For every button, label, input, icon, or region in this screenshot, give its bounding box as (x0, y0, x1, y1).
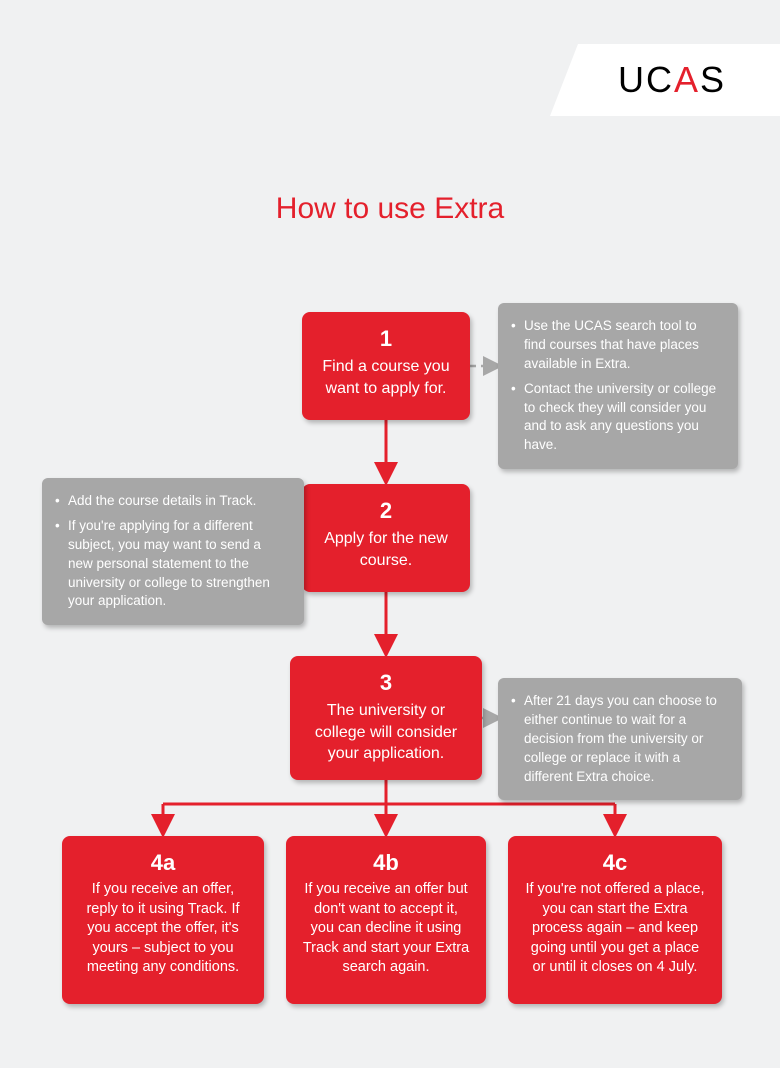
step-4a-text: If you receive an offer, reply to it usi… (78, 880, 248, 978)
step-2-number: 2 (318, 498, 454, 524)
step-4b-text: If you receive an offer but don't want t… (302, 880, 470, 978)
step-4b-number: 4b (302, 850, 470, 876)
note-1-item: Use the UCAS search tool to find courses… (508, 317, 722, 374)
note-2-box: Add the course details in Track. If you'… (42, 478, 304, 625)
logo-post: S (700, 59, 726, 100)
ucas-logo: UCAS (604, 59, 726, 101)
step-3-number: 3 (306, 670, 466, 696)
step-1-box: 1 Find a course you want to apply for. (302, 312, 470, 420)
logo-pre: UC (618, 59, 674, 100)
step-2-text: Apply for the new course. (318, 528, 454, 571)
page-title: How to use Extra (0, 192, 780, 226)
note-2-item: If you're applying for a different subje… (52, 517, 288, 611)
step-2-box: 2 Apply for the new course. (302, 484, 470, 592)
step-3-box: 3 The university or college will conside… (290, 656, 482, 780)
note-2-item: Add the course details in Track. (52, 492, 288, 511)
note-1-list: Use the UCAS search tool to find courses… (508, 317, 722, 455)
logo-accent: A (674, 59, 700, 100)
note-3-item: After 21 days you can choose to either c… (508, 692, 726, 786)
note-2-list: Add the course details in Track. If you'… (52, 492, 288, 611)
logo-tab: UCAS (550, 44, 780, 116)
step-4c-text: If you're not offered a place, you can s… (524, 880, 706, 978)
note-1-box: Use the UCAS search tool to find courses… (498, 303, 738, 469)
note-3-box: After 21 days you can choose to either c… (498, 678, 742, 800)
step-4c-number: 4c (524, 850, 706, 876)
step-4a-number: 4a (78, 850, 248, 876)
step-1-text: Find a course you want to apply for. (318, 356, 454, 399)
step-4a-box: 4a If you receive an offer, reply to it … (62, 836, 264, 1004)
step-1-number: 1 (318, 326, 454, 352)
note-1-item: Contact the university or college to che… (508, 380, 722, 456)
step-3-text: The university or college will consider … (306, 700, 466, 765)
step-4b-box: 4b If you receive an offer but don't wan… (286, 836, 486, 1004)
step-4c-box: 4c If you're not offered a place, you ca… (508, 836, 722, 1004)
note-3-list: After 21 days you can choose to either c… (508, 692, 726, 786)
